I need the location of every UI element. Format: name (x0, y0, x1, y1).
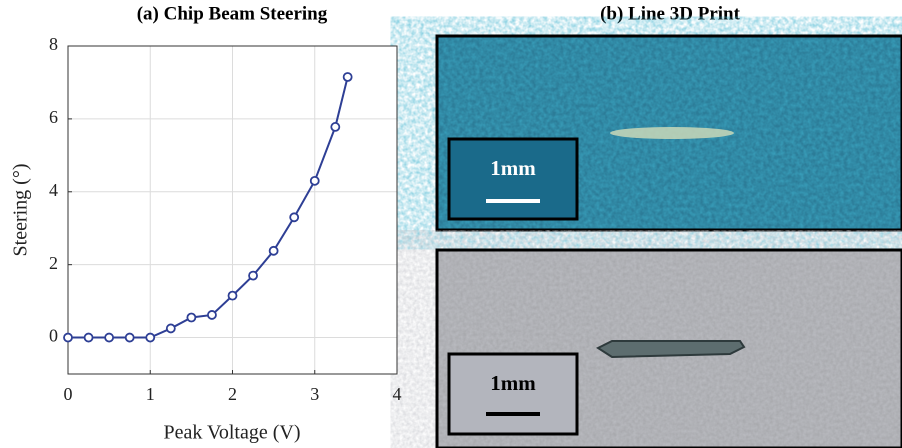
data-point (207, 310, 217, 320)
scale-label: 1mm (490, 371, 536, 395)
data-point (342, 72, 353, 82)
x-tick-label: 0 (64, 384, 73, 404)
data-point (145, 332, 156, 343)
y-tick-label: 8 (49, 34, 58, 54)
data-point (268, 245, 279, 256)
photo-bottom: 1mm (435, 248, 902, 448)
y-tick-label: 2 (49, 253, 58, 273)
data-point (330, 122, 341, 132)
axes-box (67, 45, 398, 375)
scale-label: 1mm (490, 156, 536, 180)
x-tick-label: 4 (393, 384, 402, 404)
y-tick-label: 6 (49, 107, 58, 127)
x-axis-label: Peak Voltage (V) (163, 422, 300, 444)
data-point (104, 332, 115, 343)
y-axis-label: Steering (°) (10, 164, 32, 257)
data-point (309, 175, 320, 186)
x-tick-label: 3 (310, 384, 319, 404)
x-tick-label: 1 (146, 384, 155, 404)
photo-top: 1mm (435, 34, 902, 232)
data-point (186, 312, 197, 323)
data-point (165, 323, 176, 334)
data-point (227, 290, 238, 301)
data-point (289, 212, 300, 223)
y-tick-label: 4 (49, 180, 58, 200)
panel-title: (b) Line 3D Print (600, 3, 741, 24)
chart-title: (a) Chip Beam Steering (137, 3, 328, 24)
data-point (63, 332, 73, 343)
data-point (124, 332, 135, 343)
data-point (83, 332, 94, 343)
data-point (248, 270, 258, 281)
x-tick-label: 2 (228, 384, 237, 404)
y-tick-label: 0 (49, 326, 58, 346)
